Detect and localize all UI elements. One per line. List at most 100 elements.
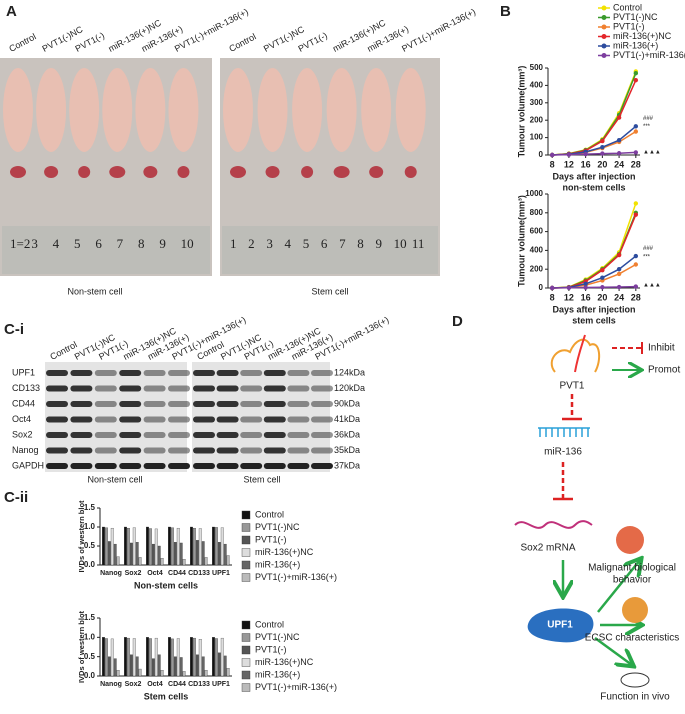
bar — [104, 638, 108, 677]
y-tick-label: 500 — [530, 63, 544, 72]
row-label: UPF1 — [12, 367, 35, 377]
tumor — [404, 166, 417, 178]
legend-label: PVT1(-)NC — [255, 632, 300, 642]
x-tick-label: 12 — [564, 159, 574, 169]
ruler-number: 9 — [375, 236, 382, 251]
x-axis-label: Non-stem cells — [134, 580, 198, 590]
bar — [138, 557, 142, 566]
band — [143, 385, 166, 392]
legend-label: PVT1(-)+miR-136(+) — [255, 682, 337, 692]
outcome-label: Function in vivo — [600, 692, 670, 703]
band — [119, 385, 142, 392]
legend-label: PVT1(-)NC — [613, 12, 658, 22]
column-label: Control — [7, 31, 37, 53]
band — [311, 463, 333, 469]
bar — [204, 557, 208, 566]
legend-label: miR-136(+) — [613, 40, 658, 50]
column-label: Control — [48, 339, 78, 361]
point — [600, 138, 605, 144]
x-tick-label: 24 — [614, 159, 624, 169]
point — [633, 77, 639, 83]
row-label: CD133 — [12, 383, 40, 393]
point — [600, 275, 605, 280]
ruler-number: 4 — [285, 236, 292, 251]
bar — [160, 670, 164, 677]
band — [94, 463, 117, 469]
subtitle: stem cells — [572, 315, 616, 325]
band — [240, 416, 263, 423]
x-axis-label: Days after injection — [552, 171, 635, 181]
band — [287, 432, 310, 438]
bar — [107, 541, 111, 566]
bar — [179, 657, 183, 677]
x-tick-label: CD133 — [188, 681, 210, 688]
mouse — [69, 68, 100, 152]
y-tick-label: 200 — [530, 264, 544, 273]
series-line — [552, 151, 636, 156]
band — [311, 370, 333, 376]
blot — [192, 362, 330, 472]
series-line — [552, 212, 637, 289]
band — [263, 416, 286, 423]
panel-label: C-i — [4, 321, 24, 338]
annotation: ▲▲▲ — [643, 283, 661, 289]
band — [94, 416, 117, 423]
bar — [176, 638, 180, 677]
column-label: miR-136(+)NC — [107, 17, 164, 53]
band — [240, 432, 263, 438]
point — [600, 267, 605, 273]
bar — [223, 543, 227, 566]
band — [94, 401, 117, 407]
band — [119, 416, 142, 423]
band — [263, 401, 286, 407]
node-label: miR-136 — [544, 447, 582, 458]
legend-marker — [601, 43, 607, 49]
bar — [223, 655, 227, 677]
band — [94, 432, 117, 438]
bar — [204, 670, 208, 677]
caption: Non-stem cell — [67, 286, 122, 296]
mouse — [3, 68, 33, 152]
ruler-number: 11 — [412, 236, 425, 251]
band — [193, 447, 215, 454]
panel-label: C-ii — [4, 489, 28, 506]
mouse — [223, 68, 253, 152]
band — [143, 447, 166, 454]
caption: Non-stem cell — [87, 474, 142, 484]
legend-swatch — [241, 683, 251, 692]
x-tick-label: Sox2 — [125, 681, 142, 688]
legend-label: PVT1(-)NC — [255, 522, 300, 532]
band — [311, 401, 333, 407]
bar — [146, 637, 149, 677]
bar — [190, 526, 193, 566]
mouse — [326, 68, 357, 152]
y-axis-label: Tumour volume(mm³) — [516, 66, 526, 158]
x-tick-label: 28 — [631, 292, 641, 302]
tumor — [301, 166, 314, 178]
x-tick-label: 28 — [631, 159, 641, 169]
x-tick-label: UPF1 — [212, 681, 230, 688]
node-label: PVT1 — [559, 381, 584, 392]
band — [46, 447, 68, 454]
legend-label: PVT1(-)+miR-136(+) — [255, 572, 337, 582]
column-label: Control — [227, 31, 257, 53]
ruler-number: 7 — [117, 236, 124, 251]
band — [216, 463, 239, 469]
point — [633, 212, 639, 217]
point — [616, 115, 622, 120]
bar — [126, 527, 130, 566]
legend-label: PVT1(-) — [255, 644, 287, 654]
bar — [201, 656, 205, 677]
y-tick-label: 0.0 — [84, 671, 96, 680]
point — [549, 285, 555, 291]
band — [46, 463, 68, 469]
ruler-number: 6 — [95, 236, 102, 251]
annotation: ### — [643, 246, 654, 252]
mouse — [361, 68, 392, 152]
point — [600, 151, 605, 156]
bar — [220, 527, 224, 566]
bar — [113, 543, 117, 566]
bar — [107, 656, 111, 677]
size-label: 90kDa — [334, 398, 360, 408]
caption: Stem cell — [243, 474, 280, 484]
